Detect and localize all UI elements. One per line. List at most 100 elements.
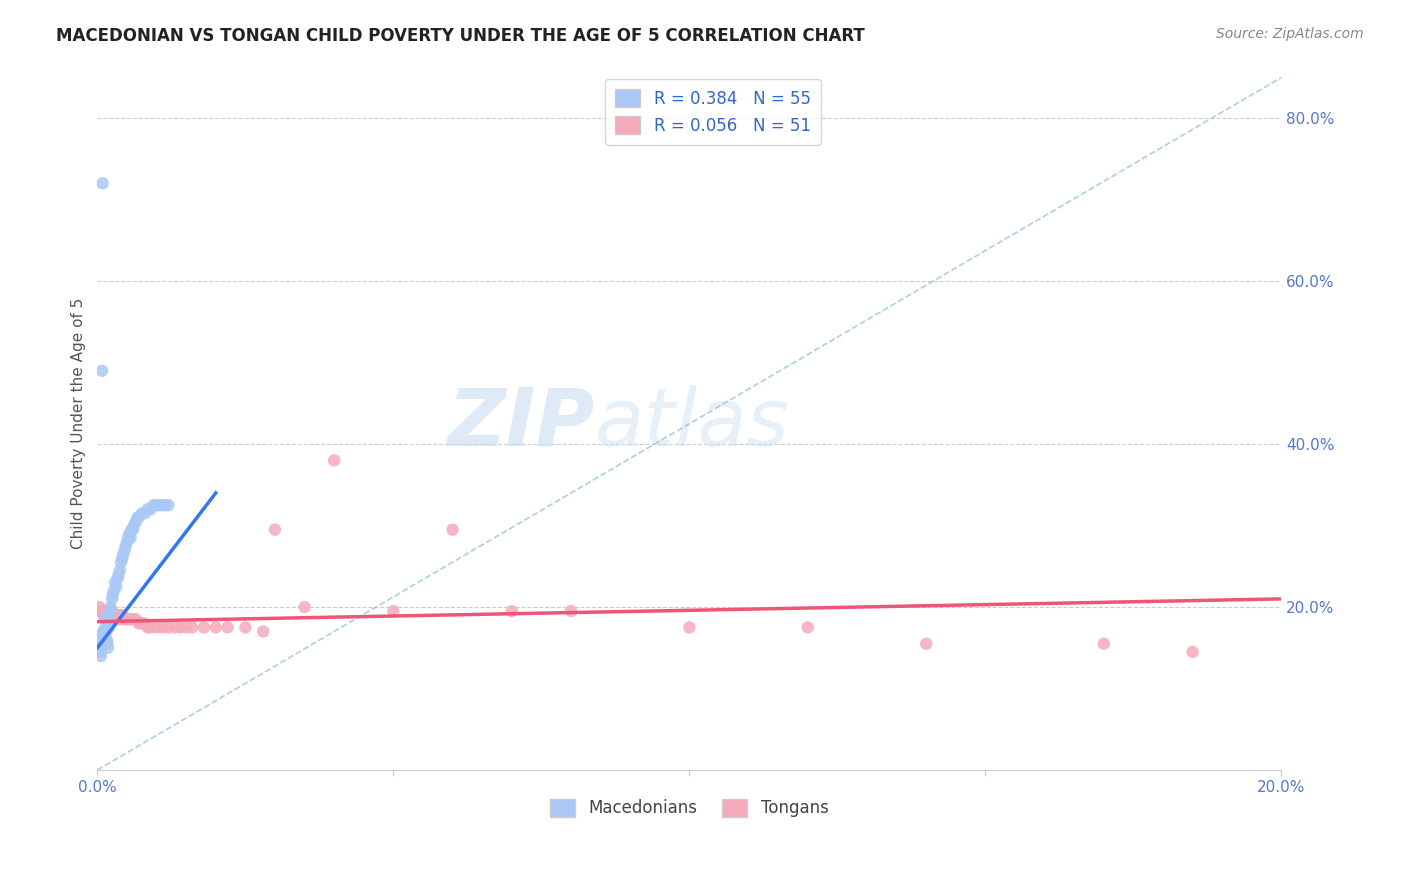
Point — [89, 600, 111, 615]
Point — [501, 604, 523, 618]
Point — [107, 567, 129, 582]
Point — [91, 364, 114, 378]
Point — [93, 629, 115, 643]
Point — [115, 534, 138, 549]
Point — [103, 608, 125, 623]
Point — [100, 600, 122, 615]
Point — [97, 604, 120, 618]
Point — [148, 498, 170, 512]
Point — [152, 620, 174, 634]
Point — [111, 551, 134, 566]
Point — [118, 526, 141, 541]
Point — [193, 620, 215, 634]
Point — [91, 177, 114, 191]
Point — [174, 620, 197, 634]
Point — [252, 624, 274, 639]
Point — [98, 604, 121, 618]
Point — [797, 620, 820, 634]
Point — [131, 506, 153, 520]
Point — [131, 616, 153, 631]
Point — [134, 506, 156, 520]
Legend: Macedonians, Tongans: Macedonians, Tongans — [544, 792, 835, 824]
Point — [112, 612, 135, 626]
Text: Source: ZipAtlas.com: Source: ZipAtlas.com — [1216, 27, 1364, 41]
Point — [118, 612, 141, 626]
Point — [94, 620, 117, 634]
Point — [89, 604, 111, 618]
Point — [1181, 645, 1204, 659]
Point — [94, 612, 117, 626]
Point — [104, 575, 127, 590]
Point — [204, 620, 226, 634]
Point — [139, 502, 162, 516]
Point — [98, 608, 121, 623]
Point — [121, 523, 143, 537]
Point — [105, 580, 128, 594]
Point — [125, 515, 148, 529]
Point — [108, 612, 131, 626]
Point — [104, 612, 127, 626]
Point — [235, 620, 257, 634]
Point — [91, 604, 114, 618]
Point — [98, 612, 121, 626]
Point — [264, 523, 287, 537]
Text: atlas: atlas — [595, 384, 789, 463]
Point — [110, 608, 132, 623]
Point — [120, 531, 142, 545]
Point — [915, 637, 938, 651]
Point — [89, 637, 111, 651]
Point — [107, 608, 129, 623]
Point — [136, 502, 159, 516]
Point — [441, 523, 464, 537]
Point — [1092, 637, 1115, 651]
Point — [98, 620, 121, 634]
Point — [91, 624, 114, 639]
Point — [91, 608, 114, 623]
Point — [217, 620, 239, 634]
Point — [87, 629, 110, 643]
Point — [155, 498, 177, 512]
Point — [90, 648, 112, 663]
Y-axis label: Child Poverty Under the Age of 5: Child Poverty Under the Age of 5 — [72, 298, 86, 549]
Point — [152, 498, 174, 512]
Point — [122, 518, 145, 533]
Text: ZIP: ZIP — [447, 384, 595, 463]
Point — [294, 600, 316, 615]
Point — [101, 588, 124, 602]
Point — [110, 555, 132, 569]
Point — [96, 604, 118, 618]
Point — [96, 637, 118, 651]
Point — [91, 637, 114, 651]
Point — [181, 620, 204, 634]
Point — [128, 510, 150, 524]
Point — [101, 604, 124, 618]
Point — [89, 645, 111, 659]
Point — [93, 604, 115, 618]
Point — [122, 523, 145, 537]
Point — [117, 531, 139, 545]
Point — [382, 604, 405, 618]
Point — [125, 612, 148, 626]
Text: MACEDONIAN VS TONGAN CHILD POVERTY UNDER THE AGE OF 5 CORRELATION CHART: MACEDONIAN VS TONGAN CHILD POVERTY UNDER… — [56, 27, 865, 45]
Point — [89, 640, 111, 655]
Point — [97, 640, 120, 655]
Point — [107, 572, 129, 586]
Point — [114, 543, 136, 558]
Point — [108, 563, 131, 577]
Point — [169, 620, 191, 634]
Point — [96, 632, 118, 647]
Point — [91, 632, 114, 647]
Point — [163, 620, 186, 634]
Point — [157, 498, 180, 512]
Point — [103, 583, 125, 598]
Point — [128, 616, 150, 631]
Point — [145, 498, 167, 512]
Point — [96, 624, 118, 639]
Point — [100, 604, 122, 618]
Point — [101, 591, 124, 606]
Point — [134, 616, 156, 631]
Point — [136, 620, 159, 634]
Point — [127, 510, 149, 524]
Point — [115, 612, 138, 626]
Point — [142, 498, 165, 512]
